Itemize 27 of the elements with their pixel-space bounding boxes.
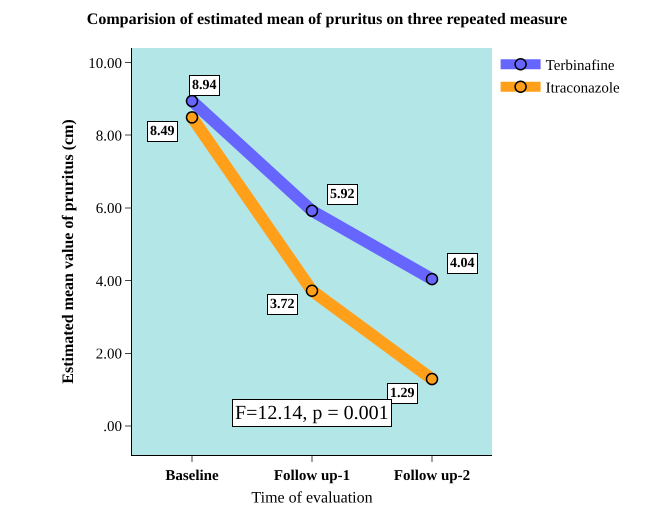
point [306,284,318,297]
point [186,111,198,124]
chart-title: Comparision of estimated mean of pruritus on three repeated measure [86,11,568,28]
y-tick-label: 8.00 [96,128,122,144]
data-label: 4.04 [450,256,474,271]
y-tick-label: 2.00 [96,346,122,362]
data-label: 8.49 [150,124,174,139]
legend-label: Terbinafine [546,58,615,74]
data-label: 1.29 [390,386,414,401]
y-tick-label: 4.00 [96,274,122,290]
x-tick-label: Follow up-2 [394,468,470,484]
y-axis-title: Estimated mean value of pruritus (cm) [60,119,78,384]
annotation: F=12.14, p = 0.001 [235,402,389,424]
y-tick-label: 10.00 [88,56,122,72]
legend-label: Itraconazole [546,80,620,97]
point [306,204,318,218]
data-label: 5.92 [330,187,354,202]
point [186,94,198,108]
data-label: 3.72 [270,297,294,312]
x-tick-label: Baseline [165,468,220,484]
x-tick-label: Follow up-1 [274,468,350,484]
point [426,372,438,386]
y-tick-label: .00 [103,419,122,436]
point [426,272,438,286]
x-axis-title: Time of evaluation [251,490,373,507]
data-label: 8.94 [192,78,216,93]
y-tick-label: 6.00 [96,201,122,218]
